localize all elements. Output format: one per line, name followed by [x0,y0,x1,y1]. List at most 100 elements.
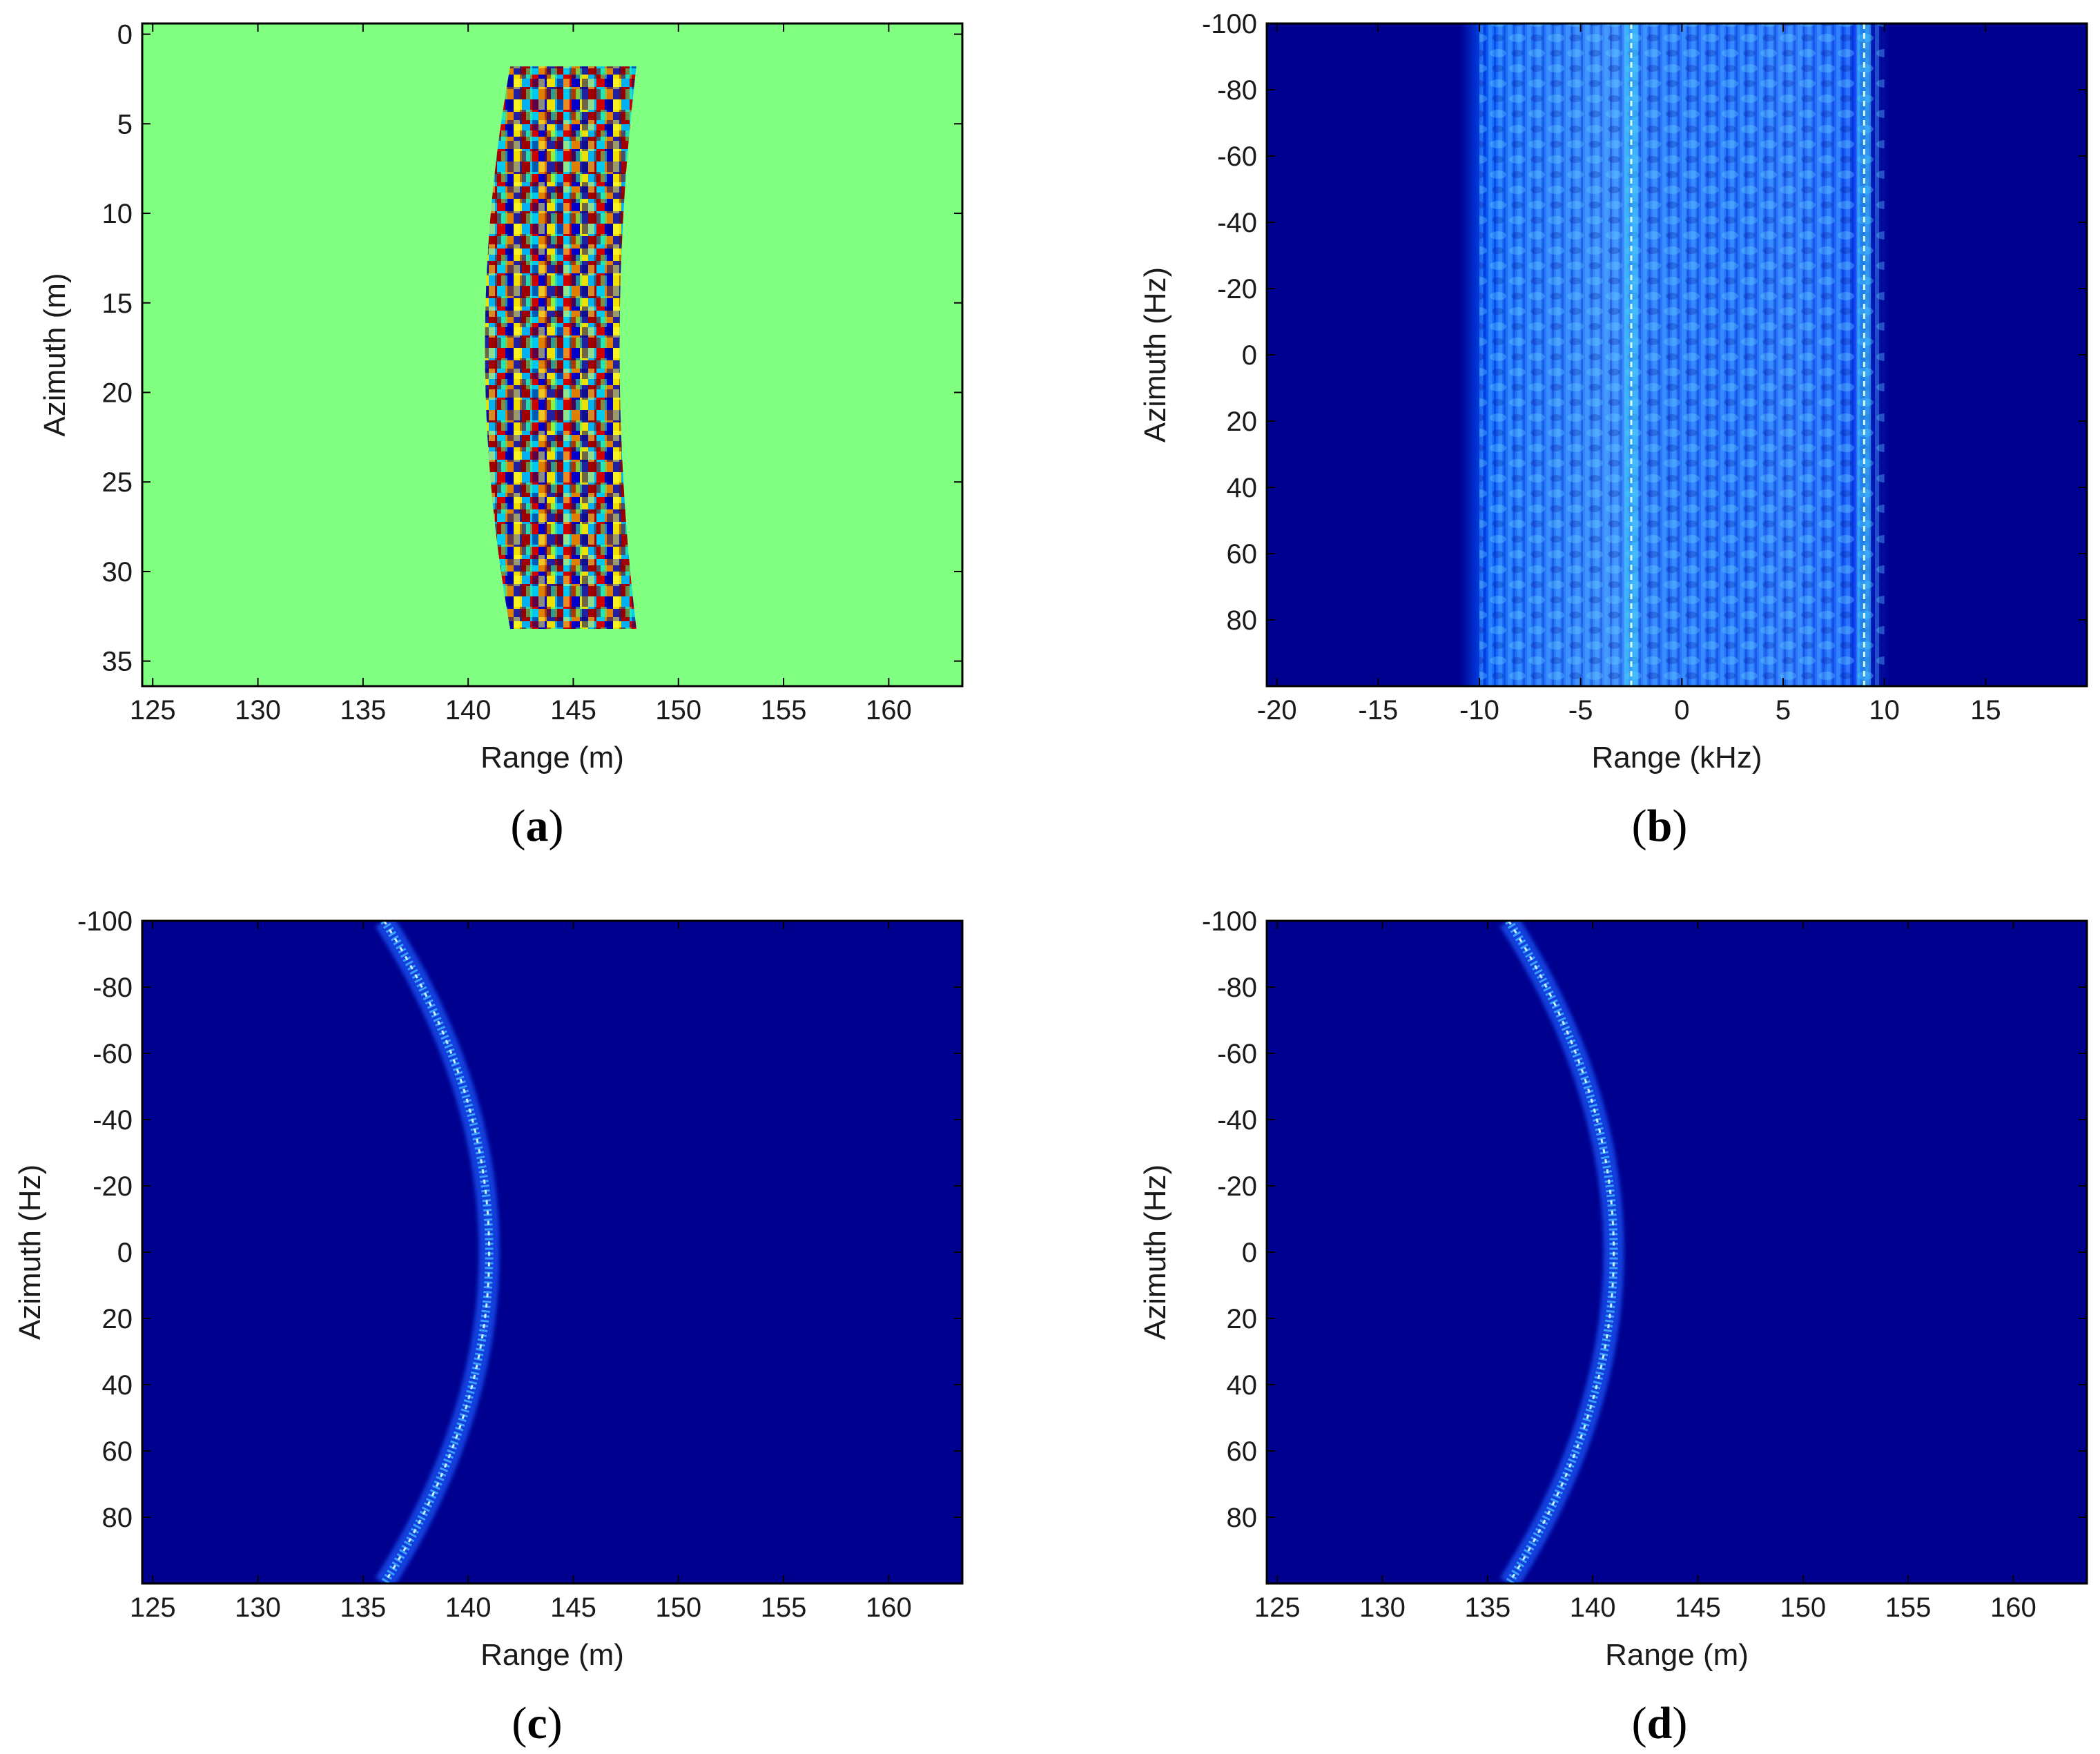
y-axis-label-b: Azimuth (Hz) [1138,267,1172,442]
y-tick-label: 60 [1227,1436,1258,1467]
panel-a: 125 130 135 140 145 150 155 160 05101520253035 … [38,20,964,851]
x-tick-label: 160 [866,1592,912,1623]
y-tick-label: -20 [1217,1171,1257,1202]
y-tick-label: -100 [77,906,133,937]
band-blobs-b [1479,23,1885,686]
x-tick-label: 130 [235,1592,281,1623]
y-tick-label: 40 [1227,473,1258,503]
y-tick-label: -100 [1202,9,1257,39]
y-tick-label: 0 [1242,1238,1257,1268]
y-axis-ticks-c: -100 -80 -60 -40 -20 0 20 40 60 80 [77,906,962,1533]
migration-curve-d [1505,921,1618,1584]
x-tick-label: 0 [1674,695,1689,725]
y-tick-label: -40 [1217,1105,1257,1136]
x-axis-label-a: Range (m) [480,741,624,774]
x-tick-label: 150 [655,695,701,725]
plot-area-d [1267,921,2087,1584]
panel-label-c: (c) [512,1698,562,1748]
x-tick-label: 15 [1970,695,2001,725]
signal-region-a-overlay [485,66,636,629]
y-tick-label: 20 [102,1304,133,1334]
migration-curve-c [380,921,494,1584]
heatmap-a [485,66,636,629]
x-tick-label: 150 [655,1592,701,1623]
x-tick-label: 150 [1780,1592,1826,1623]
x-tick-label: 140 [445,1592,492,1623]
x-axis-ticks-c: 125 130 135 140 145 150 155 160 [130,921,912,1623]
panel-label-d: (d) [1632,1698,1688,1748]
y-tick-label: 0 [117,1238,133,1268]
x-tick-label: 155 [761,1592,807,1623]
y-tick-label: 0 [117,20,133,50]
x-tick-label: 160 [866,695,912,725]
y-tick-label: -60 [1217,142,1257,172]
migration-curve-core-d [1508,921,1615,1584]
migration-curve-core-c [383,921,490,1584]
x-tick-label: 140 [1570,1592,1616,1623]
x-axis-ticks-a: 125 130 135 140 145 150 155 160 [130,23,912,725]
x-tick-label: 125 [130,695,176,725]
y-tick-label: -80 [1217,973,1257,1003]
panel-label-b: (b) [1632,801,1688,851]
plot-area-c [142,921,962,1584]
y-tick-label: 60 [102,1436,133,1467]
panel-d: 125 130 135 140 145 150 155 160 -100 -80 -60 -40 -2… [1138,906,2088,1748]
y-tick-label: -20 [1217,274,1257,304]
x-axis-ticks-d: 125 130 135 140 145 150 155 160 [1254,921,2036,1623]
x-axis-label-d: Range (m) [1605,1638,1749,1672]
heatmap-c [375,921,500,1584]
y-tick-label: 25 [102,467,133,498]
x-tick-label: 5 [1776,695,1791,725]
panel-b: -20 -15 -10 -5 0 5 10 15 -100 -80 -60 -40 -20 0 20 40 6… [1138,9,2088,851]
x-tick-label: -20 [1257,695,1297,725]
y-axis-label-a: Azimuth (m) [38,273,72,436]
y-tick-label: 20 [102,378,133,408]
x-tick-label: -15 [1358,695,1398,725]
x-tick-label: 130 [235,695,281,725]
y-tick-label: 80 [102,1503,133,1533]
x-axis-label-c: Range (m) [480,1638,624,1672]
y-axis-ticks-a: 0 5 10 15 20 25 30 35 [102,20,962,677]
panel-c: 125 130 135 140 145 150 155 160 -100 -80 -60 -40 -2… [13,906,964,1748]
frame-a [141,22,964,688]
y-tick-label: 60 [1227,539,1258,569]
y-axis-ticks-d: -100 -80 -60 -40 -20 0 20 40 60 80 [1202,906,2087,1533]
y-tick-label: -60 [1217,1039,1257,1069]
y-tick-label: 20 [1227,1304,1258,1334]
y-tick-label: 0 [1242,340,1257,371]
y-tick-label: 30 [102,557,133,587]
x-tick-label: 135 [340,695,386,725]
y-tick-label: 80 [1227,1503,1258,1533]
heatmap-d [1499,921,1624,1584]
x-tick-label: 145 [550,1592,596,1623]
y-tick-label: 5 [117,109,133,139]
y-tick-label: 35 [102,647,133,677]
x-tick-label: 160 [1990,1592,2036,1623]
panel-label-a: (a) [511,801,564,851]
y-tick-label: 80 [1227,605,1258,636]
x-axis-label-b: Range (kHz) [1592,741,1762,774]
y-axis-ticks-b: -100 -80 -60 -40 -20 0 20 40 60 80 [1202,9,2087,636]
y-tick-label: 20 [1227,407,1258,437]
x-tick-label: 135 [340,1592,386,1623]
x-tick-label: 135 [1464,1592,1510,1623]
x-tick-label: -5 [1568,695,1593,725]
y-tick-label: -80 [93,973,133,1003]
x-tick-label: 145 [1675,1592,1721,1623]
bright-lines-b [1624,23,1871,686]
x-tick-label: 155 [761,695,807,725]
x-tick-label: 130 [1359,1592,1406,1623]
heatmap-b [1267,23,2087,686]
x-tick-label: 125 [1254,1592,1301,1623]
y-tick-label: 15 [102,289,133,319]
y-tick-label: -40 [1217,208,1257,238]
y-tick-label: 40 [1227,1370,1258,1401]
x-tick-label: 125 [130,1592,176,1623]
y-axis-label-d: Azimuth (Hz) [1138,1165,1172,1340]
x-tick-label: 140 [445,695,492,725]
y-tick-label: -80 [1217,75,1257,106]
x-tick-label: 10 [1869,695,1900,725]
y-tick-label: -60 [93,1039,133,1069]
y-tick-label: -40 [93,1105,133,1136]
